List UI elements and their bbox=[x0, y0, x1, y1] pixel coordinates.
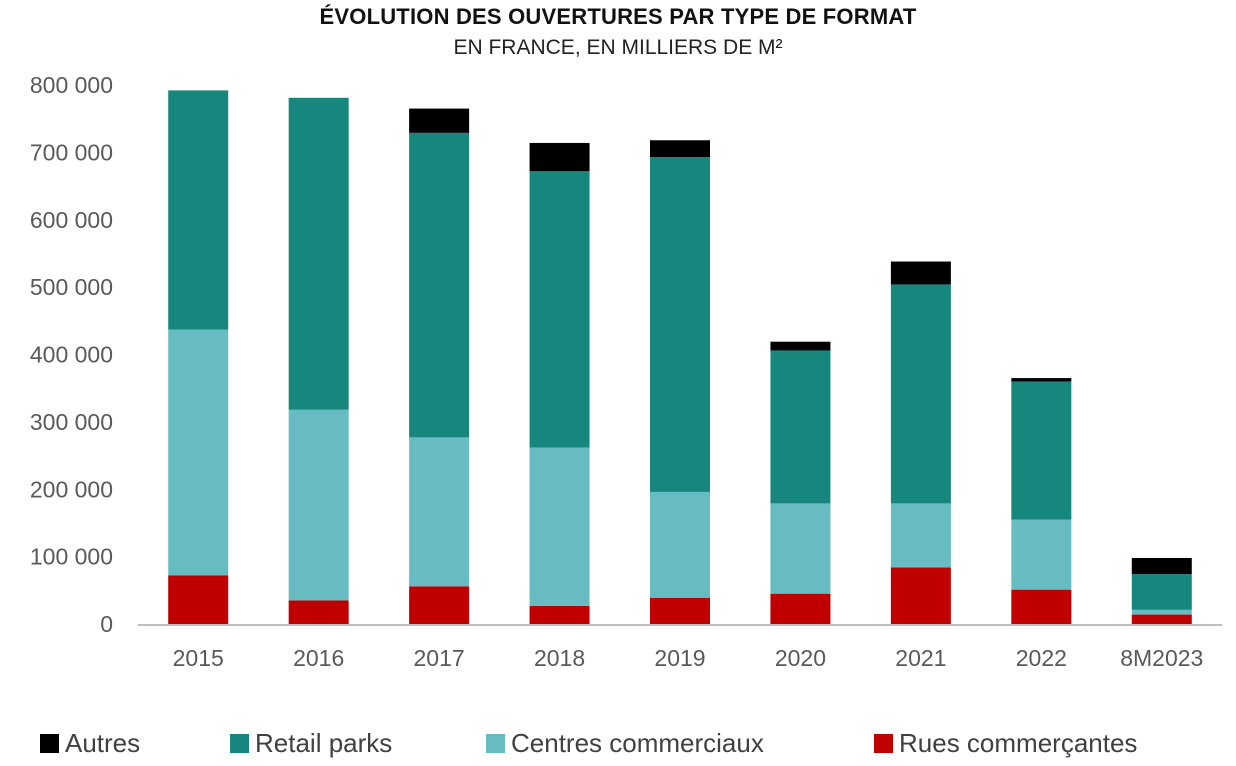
x-tick-label: 2022 bbox=[1016, 645, 1067, 671]
bar-segment bbox=[770, 341, 831, 351]
bar-segment bbox=[1131, 574, 1192, 610]
legend-item: Autres bbox=[40, 728, 140, 759]
legend-item: Centres commerciaux bbox=[486, 728, 764, 759]
bar-segment bbox=[529, 447, 590, 606]
bar-segment bbox=[890, 261, 951, 285]
bars bbox=[168, 90, 1192, 624]
bar-segment bbox=[1011, 589, 1072, 624]
y-tick-label: 600 000 bbox=[30, 207, 113, 233]
chart-title: ÉVOLUTION DES OUVERTURES PAR TYPE DE FOR… bbox=[319, 4, 917, 29]
legend-label: Retail parks bbox=[255, 728, 393, 758]
y-tick-label: 200 000 bbox=[30, 476, 113, 502]
bar-segment bbox=[529, 605, 590, 624]
bar-segment bbox=[890, 567, 951, 624]
bar-segment bbox=[650, 140, 710, 158]
x-tick-label: 2020 bbox=[775, 645, 826, 671]
bar-segment bbox=[1011, 381, 1072, 520]
chart-subtitle: EN FRANCE, EN MILLIERS DE M² bbox=[453, 36, 783, 59]
legend-item: Rues commerçantes bbox=[874, 728, 1137, 759]
x-tick-label: 2016 bbox=[293, 645, 344, 671]
bar-segment bbox=[409, 437, 470, 587]
x-tick-label: 2021 bbox=[895, 645, 946, 671]
bar-segment bbox=[650, 157, 710, 492]
bar-segment bbox=[770, 350, 831, 504]
bar-segment bbox=[770, 503, 831, 594]
y-tick-label: 0 bbox=[100, 611, 113, 637]
bar-segment bbox=[1131, 609, 1192, 615]
bar-segment bbox=[288, 97, 349, 410]
bar-segment bbox=[168, 329, 229, 576]
bar-segment bbox=[890, 284, 951, 504]
y-axis: 0 100 000 200 000 300 000 400 000 500 000 600 … bbox=[30, 72, 113, 637]
y-tick-label: 300 000 bbox=[30, 409, 113, 435]
legend-swatch bbox=[486, 734, 505, 753]
legend-label: Centres commerciaux bbox=[511, 728, 764, 758]
bar-segment bbox=[168, 90, 229, 330]
bar-segment bbox=[409, 132, 470, 438]
bar-segment bbox=[890, 503, 951, 568]
x-tick-label: 2015 bbox=[173, 645, 224, 671]
legend-swatch bbox=[40, 734, 59, 753]
y-tick-label: 100 000 bbox=[30, 544, 113, 570]
y-tick-label: 800 000 bbox=[30, 72, 113, 98]
bar-segment bbox=[770, 593, 831, 624]
x-axis: 2015 2016 2017 2018 2019 2020 2021 2022 8M2023 bbox=[138, 624, 1222, 671]
legend: Autres Retail parks Centres commerciaux Rue… bbox=[0, 728, 1236, 764]
bar-segment bbox=[1011, 378, 1072, 382]
x-tick-label: 2017 bbox=[414, 645, 465, 671]
legend-label: Rues commerçantes bbox=[899, 728, 1138, 758]
y-tick-label: 500 000 bbox=[30, 274, 113, 300]
bar-segment bbox=[650, 597, 710, 624]
y-tick-label: 400 000 bbox=[30, 342, 113, 368]
bar-segment bbox=[409, 108, 470, 133]
legend-swatch bbox=[874, 734, 893, 753]
bar-segment bbox=[288, 600, 349, 624]
y-tick-label: 700 000 bbox=[30, 139, 113, 165]
stacked-bar-chart: 0 100 000 200 000 300 000 400 000 500 000 600 … bbox=[30, 72, 1222, 671]
x-tick-label: 2019 bbox=[654, 645, 705, 671]
bar-segment bbox=[1011, 519, 1072, 590]
bar-segment bbox=[529, 142, 590, 172]
bar-segment bbox=[168, 575, 229, 624]
bar-segment bbox=[650, 491, 710, 598]
legend-item: Retail parks bbox=[230, 728, 392, 759]
bar-segment bbox=[409, 586, 470, 624]
x-tick-label: 2018 bbox=[534, 645, 585, 671]
legend-label: Autres bbox=[65, 728, 141, 758]
x-tick-label: 8M2023 bbox=[1120, 645, 1203, 671]
legend-swatch bbox=[230, 734, 249, 753]
bar-segment bbox=[529, 171, 590, 448]
bar-segment bbox=[1131, 614, 1192, 624]
bar-segment bbox=[288, 409, 349, 601]
bar-segment bbox=[1131, 557, 1192, 575]
